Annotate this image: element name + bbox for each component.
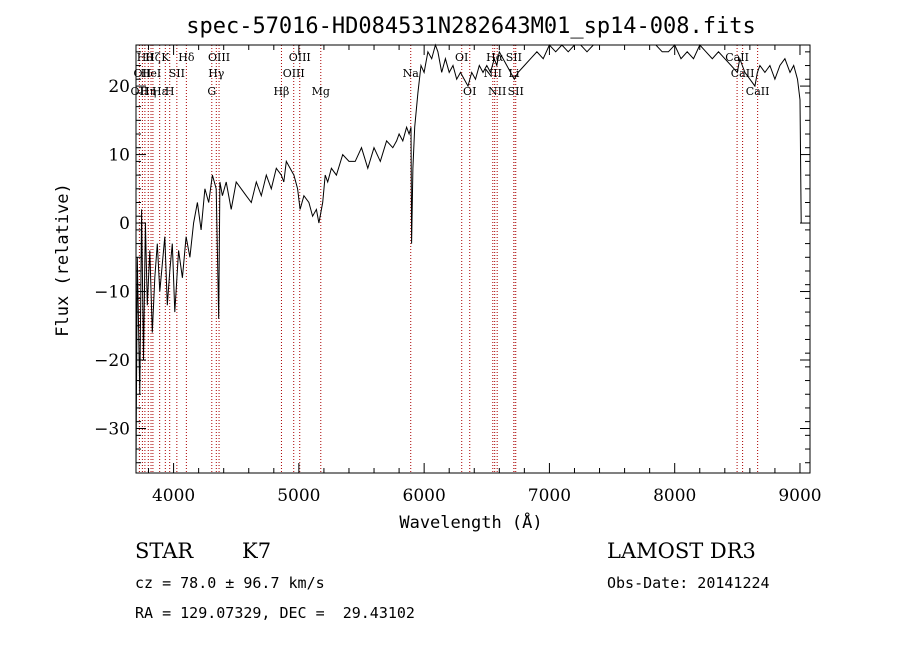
- line-marker-label: K: [161, 51, 170, 64]
- line-marker-label: SII: [506, 51, 522, 64]
- y-axis: −30 −20 −10 0 10 20: [94, 51, 810, 464]
- line-marker-label: Hβ: [273, 85, 289, 98]
- line-marker-label: OI: [455, 51, 468, 64]
- chart-title: spec-57016-HD084531N282643M01_sp14-008.f…: [186, 14, 756, 39]
- spectrum-series-line: [135, 43, 802, 470]
- x-tick-label: 9000: [778, 486, 821, 506]
- line-labels: OII OII Hθ Hη HeI Hζ Hε K H SII Hδ G Hγ OIII Hβ OIII OII…: [131, 51, 770, 98]
- x-axis-label: Wavelength (Å): [399, 511, 542, 533]
- line-marker-label: Hζ: [145, 51, 161, 64]
- observation-date: Obs-Date: 20141224: [607, 574, 770, 592]
- line-marker-label: Na: [403, 67, 420, 80]
- line-marker-label: Li: [509, 67, 520, 80]
- y-tick-label: 20: [108, 77, 130, 97]
- line-marker-label: Hα: [486, 51, 504, 64]
- y-axis-label: Flux (relative): [53, 183, 73, 337]
- survey-name: LAMOST DR3: [607, 539, 756, 563]
- y-tick-label: −20: [94, 351, 130, 371]
- line-marker-label: H: [165, 85, 175, 98]
- line-marker-label: Mg: [312, 85, 330, 98]
- line-marker-label: CaII: [725, 51, 749, 64]
- y-tick-label: 10: [108, 146, 130, 166]
- line-marker-label: Hη: [140, 85, 156, 98]
- line-marker-label: Hγ: [208, 67, 225, 80]
- x-tick-label: 7000: [528, 486, 571, 506]
- line-marker-label: CaII: [746, 85, 770, 98]
- y-tick-label: 0: [119, 214, 130, 234]
- line-marker-label: HeI: [141, 67, 161, 80]
- line-marker-label: Hθ: [137, 51, 154, 64]
- line-marker-label: OIII: [208, 51, 230, 64]
- x-tick-label: 6000: [403, 486, 446, 506]
- x-tick-label: 4000: [152, 486, 195, 506]
- coordinates: RA = 129.07329, DEC = 29.43102: [135, 604, 415, 622]
- line-marker-label: Hδ: [178, 51, 195, 64]
- line-markers: [138, 45, 759, 473]
- line-marker-label: SII: [508, 85, 524, 98]
- line-marker-label: OIII: [289, 51, 311, 64]
- redshift-cz: cz = 78.0 ± 96.7 km/s: [135, 574, 325, 592]
- y-tick-label: −10: [94, 283, 130, 303]
- y-tick-label: −30: [94, 419, 130, 439]
- line-marker-label: OIII: [283, 67, 305, 80]
- line-marker-label: NII: [484, 67, 502, 80]
- line-marker-label: G: [207, 85, 216, 98]
- object-subclass: K7: [242, 539, 272, 563]
- line-marker-label: Hε: [152, 85, 168, 98]
- plot-frame: [135, 44, 811, 474]
- line-marker-label: OII: [131, 85, 149, 98]
- x-tick-label: 5000: [277, 486, 320, 506]
- x-axis: 4000 5000 6000 7000 8000 9000: [148, 45, 822, 506]
- line-marker-label: NII: [488, 85, 506, 98]
- line-marker-label: OI: [463, 85, 476, 98]
- line-marker-label: SII: [169, 67, 185, 80]
- x-tick-label: 8000: [653, 486, 696, 506]
- line-marker-label: OII: [134, 67, 152, 80]
- object-class: STAR: [135, 539, 194, 563]
